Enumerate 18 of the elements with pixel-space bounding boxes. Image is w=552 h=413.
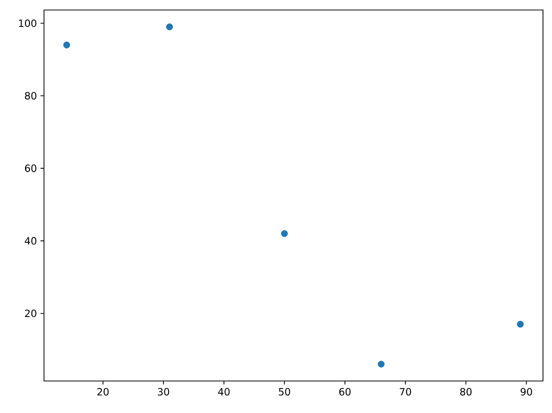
x-tick-label: 80 [460, 388, 472, 396]
point [516, 320, 524, 328]
point [63, 42, 70, 48]
point [281, 230, 288, 237]
y-tick-label: 40 [24, 237, 36, 245]
x-tick-label: 60 [339, 388, 351, 396]
point [166, 23, 173, 30]
x-tick-label: 20 [97, 388, 109, 396]
x-tick-label: 30 [158, 388, 170, 396]
point [378, 360, 385, 368]
y-tick-label: 20 [25, 310, 36, 318]
x-tick-label: 50 [278, 388, 290, 396]
x-tick-label: 40 [218, 388, 230, 396]
x-tick-label: 90 [520, 388, 532, 396]
y-tick-label: 80 [24, 92, 36, 100]
y-tick-label: 100 [19, 19, 36, 27]
x-tick-label: 70 [400, 388, 412, 396]
y-tick-label: 60 [25, 164, 36, 172]
